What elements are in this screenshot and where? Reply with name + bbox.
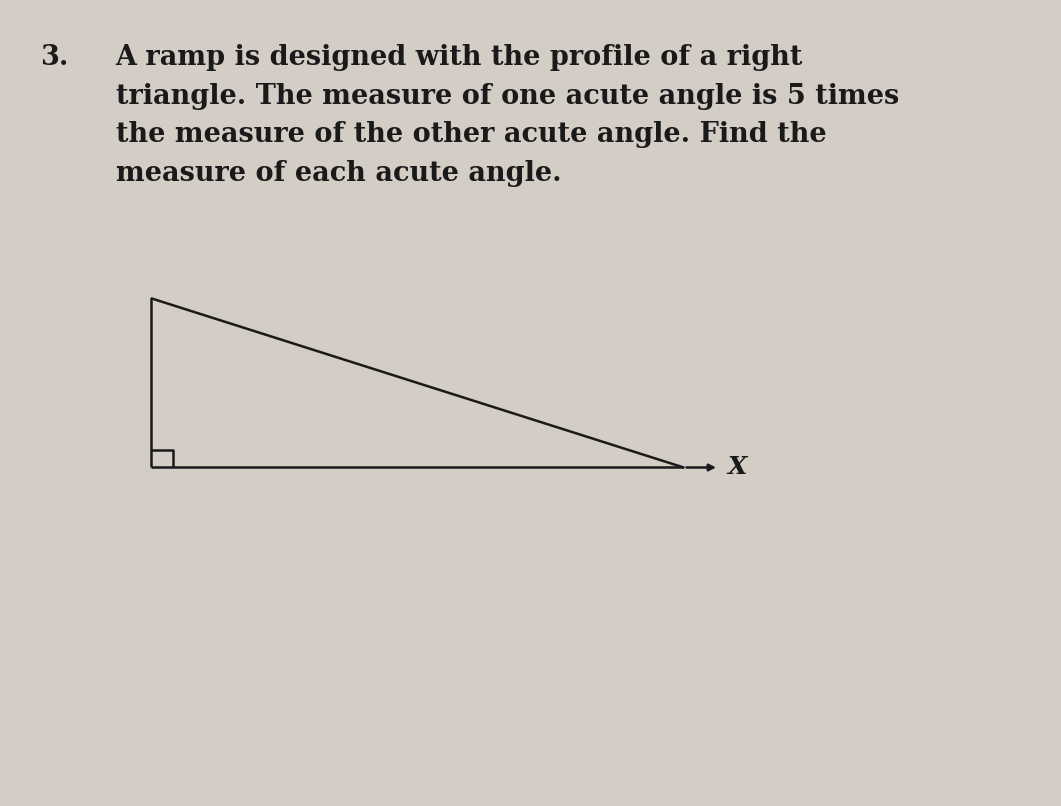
Text: A ramp is designed with the profile of a right
triangle. The measure of one acut: A ramp is designed with the profile of a… bbox=[116, 44, 899, 187]
Text: X: X bbox=[727, 455, 746, 480]
Text: 3.: 3. bbox=[40, 44, 69, 71]
